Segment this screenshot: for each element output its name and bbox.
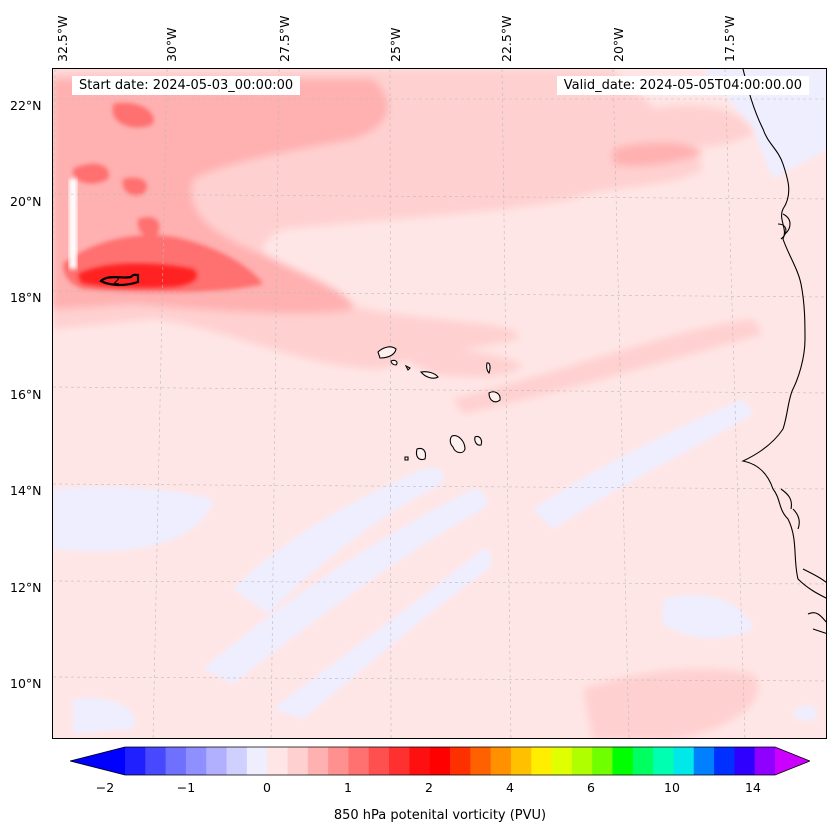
colorbar-swatch (592, 747, 613, 775)
colorbar-tick: −2 (95, 780, 115, 795)
colorbar-swatch (612, 747, 634, 775)
colorbar-swatch (673, 747, 695, 775)
colorbar-swatch (531, 747, 553, 775)
lon-label-25w: 25°W (388, 27, 403, 62)
colorbar-swatch (653, 747, 674, 775)
colorbar-swatch (246, 747, 268, 775)
potential-vorticity-field: 2 (53, 69, 826, 738)
colorbar-swatch (389, 747, 410, 775)
valid-date-label: Valid_date: 2024-05-05T04:00:00.00 (556, 76, 809, 95)
lon-label-27.5w: 27.5°W (277, 15, 292, 62)
colorbar-tick: 1 (344, 780, 352, 795)
lon-label-22.5w: 22.5°W (499, 15, 514, 62)
cape-verde-islands (377, 346, 501, 461)
colorbar-swatch (409, 747, 431, 775)
colorbar-swatch (490, 747, 512, 775)
colorbar-swatch (429, 747, 451, 775)
colorbar-outline (70, 746, 810, 776)
colorbar-swatch (267, 747, 288, 775)
colorbar-swatch (145, 747, 167, 775)
colorbar-swatch (510, 747, 532, 775)
map-panel: 2 (52, 68, 827, 739)
lat-label-22n: 22°N (10, 98, 42, 113)
lat-label-14n: 14°N (10, 483, 42, 498)
colorbar (70, 746, 810, 776)
colorbar-tick: 6 (587, 780, 595, 795)
contour-2pvu (99, 273, 140, 287)
colorbar-swatch (450, 747, 471, 775)
lat-label-10n: 10°N (10, 676, 42, 691)
colorbar-swatch (571, 747, 593, 775)
colorbar-tick: 2 (425, 780, 433, 795)
colorbar-swatch (328, 747, 349, 775)
lat-label-18n: 18°N (10, 290, 42, 305)
colorbar-swatch (348, 747, 370, 775)
colorbar-swatch (287, 747, 309, 775)
colorbar-swatch (632, 747, 654, 775)
graticule (53, 69, 826, 738)
lon-label-32.5w: 32.5°W (55, 15, 70, 62)
colorbar-title: 850 hPa potenital vorticity (PVU) (333, 808, 547, 823)
colorbar-tick: 0 (263, 780, 271, 795)
colorbar-swatch (125, 747, 146, 775)
colorbar-swatch (368, 747, 390, 775)
colorbar-swatch (551, 747, 573, 775)
colorbar-extend-min (70, 747, 125, 775)
colorbar-tick: 4 (506, 780, 514, 795)
colorbar-tick: −1 (176, 780, 196, 795)
colorbar-tick: 10 (664, 780, 680, 795)
colorbar-extend-max (775, 747, 810, 775)
colorbar-swatch (734, 747, 756, 775)
colorbar-swatch (226, 747, 248, 775)
lat-label-16n: 16°N (10, 387, 42, 402)
colorbar-swatch (165, 747, 187, 775)
negative-pv-areas (53, 69, 826, 734)
lat-label-20n: 20°N (10, 194, 42, 209)
colorbar-tick: 14 (745, 780, 761, 795)
start-date-label: Start date: 2024-05-03_00:00:00 (72, 76, 301, 95)
colorbar-swatch (693, 747, 715, 775)
coastline (741, 69, 826, 634)
colorbar-swatch (185, 747, 207, 775)
lon-label-30w: 30°W (164, 27, 179, 62)
colorbar-swatch (714, 747, 735, 775)
low-pv-stripe (69, 179, 77, 269)
colorbar-swatch (206, 747, 228, 775)
contour-label: 2 (113, 274, 120, 287)
lat-label-12n: 12°N (10, 580, 42, 595)
colorbar-swatch (307, 747, 329, 775)
lon-label-17.5w: 17.5°W (722, 15, 737, 62)
colorbar-swatch (470, 747, 492, 775)
lon-label-20w: 20°W (611, 27, 626, 62)
colorbar-swatch (754, 747, 776, 775)
